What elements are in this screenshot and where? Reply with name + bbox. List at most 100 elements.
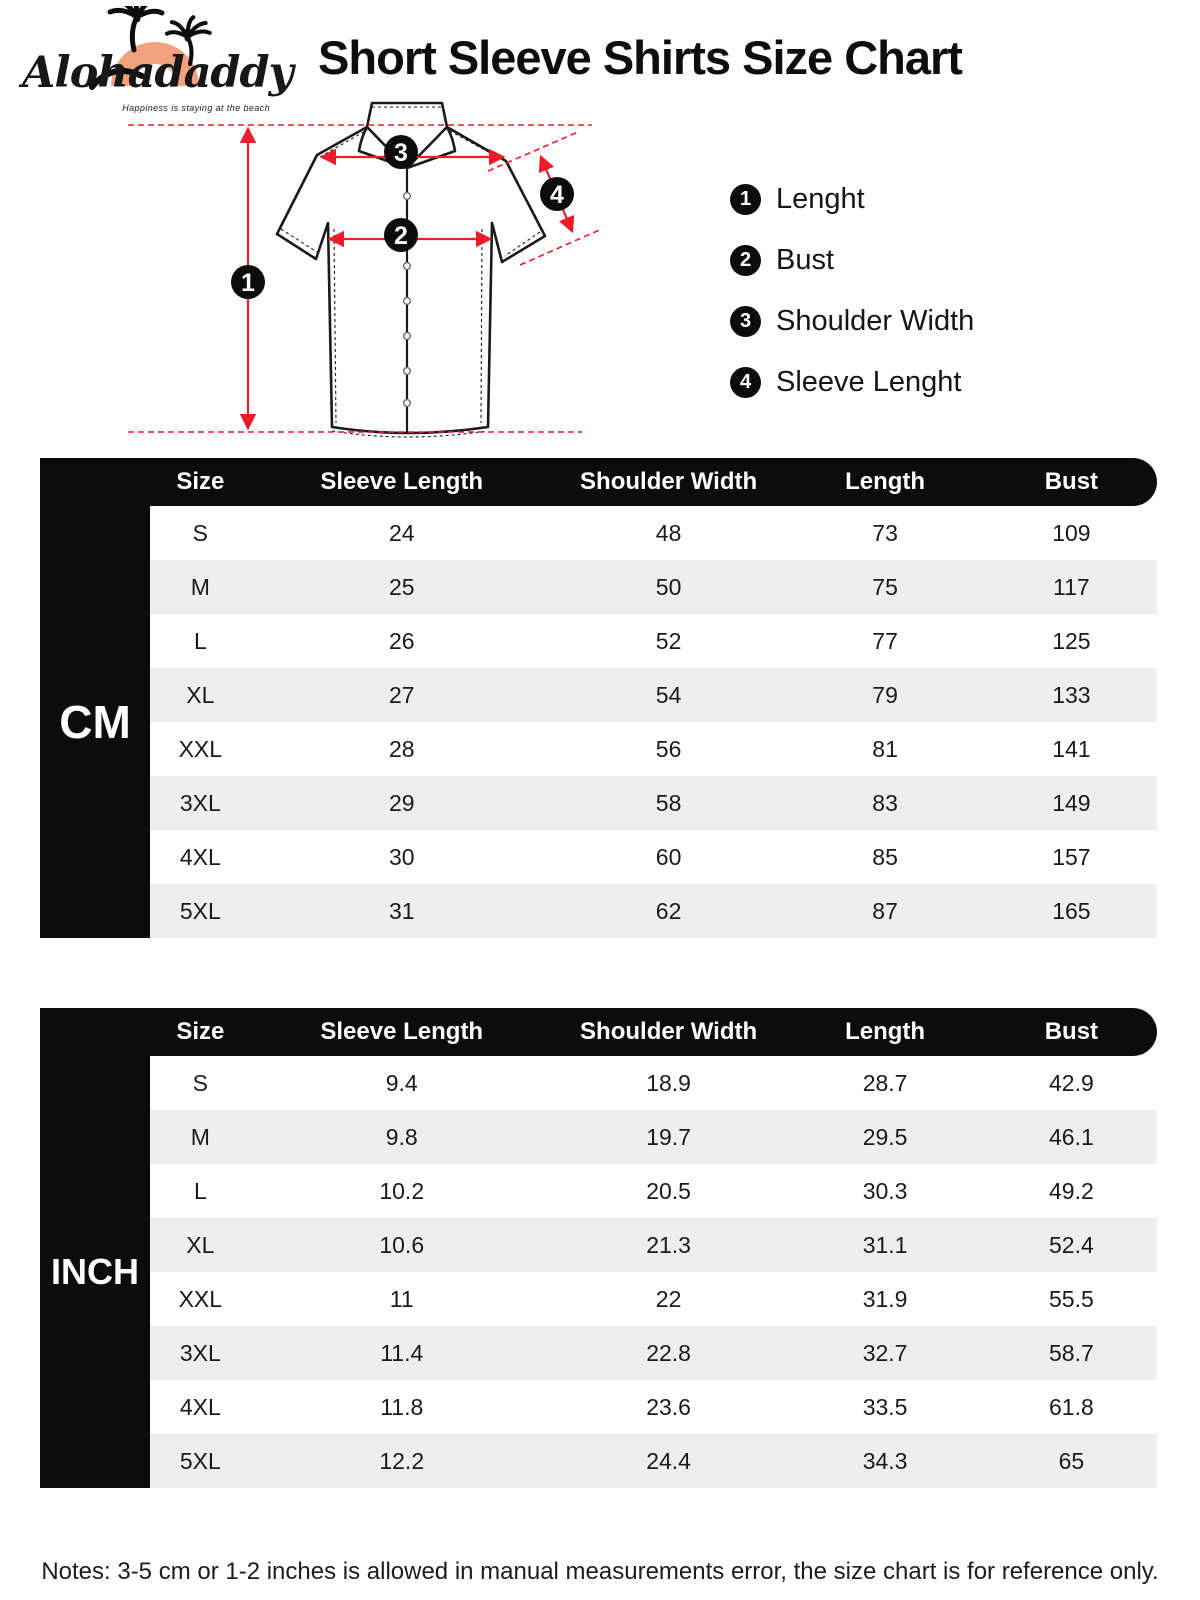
cm-size-table: Size Sleeve Length Shoulder Width Length Bus… bbox=[40, 458, 1157, 938]
brand-logo: Alohadaddy Happiness is staying at the b… bbox=[22, 4, 294, 132]
legend-label: Bust bbox=[776, 243, 835, 276]
unit-label-inch: INCH bbox=[40, 1056, 150, 1488]
table-row: 5XL 12.2 24.4 34.3 65 bbox=[150, 1434, 1157, 1488]
table-cell: 77 bbox=[872, 627, 898, 654]
table-cell: 30 bbox=[388, 843, 415, 870]
table-cell: 24 bbox=[388, 519, 415, 546]
table-row: 3XL 11.4 22.8 32.7 58.7 bbox=[150, 1326, 1157, 1380]
legend-number-badge: 4 bbox=[730, 366, 761, 398]
table-cell: 22 bbox=[655, 1285, 682, 1312]
table-cell: 10.2 bbox=[379, 1177, 425, 1204]
table-cell: 125 bbox=[1052, 627, 1091, 654]
column-header: Bust bbox=[1044, 1018, 1099, 1045]
table-cell: 46.1 bbox=[1048, 1123, 1094, 1150]
table-cell: 29.5 bbox=[862, 1123, 908, 1150]
table-cell: XL bbox=[186, 1231, 215, 1258]
table-cell: 10.6 bbox=[379, 1231, 425, 1258]
table-cell: 31 bbox=[388, 897, 415, 924]
table-cell: 29 bbox=[388, 789, 415, 816]
table-cell: 141 bbox=[1052, 735, 1091, 762]
table-cell: 11 bbox=[389, 1285, 414, 1312]
table-row: XL 27 54 79 133 bbox=[150, 668, 1157, 722]
table-cell: 157 bbox=[1052, 843, 1091, 870]
table-cell: 117 bbox=[1053, 573, 1090, 600]
table-cell: 109 bbox=[1052, 519, 1091, 546]
column-header: Sleeve Length bbox=[320, 468, 484, 495]
table-cell: 9.4 bbox=[385, 1069, 418, 1096]
table-cell: 165 bbox=[1052, 897, 1091, 924]
table-cell: XXL bbox=[178, 1285, 223, 1312]
table-cell: L bbox=[193, 1177, 207, 1204]
table-cell: 34.3 bbox=[862, 1447, 908, 1474]
table-cell: 24.4 bbox=[646, 1447, 691, 1474]
legend-number-badge: 1 bbox=[730, 183, 761, 215]
table-cell: 21.3 bbox=[646, 1231, 691, 1258]
table-cell: 149 bbox=[1052, 789, 1091, 816]
table-cell: M bbox=[190, 1123, 210, 1150]
table-cell: 55.5 bbox=[1048, 1285, 1094, 1312]
table-cell: 79 bbox=[872, 681, 898, 708]
brand-name: Alohadaddy bbox=[22, 48, 294, 98]
legend-number-badge: 3 bbox=[730, 305, 761, 337]
table-cell: 133 bbox=[1052, 681, 1091, 708]
table-cell: 54 bbox=[655, 681, 682, 708]
table-cell: 56 bbox=[655, 735, 682, 762]
table-cell: 42.9 bbox=[1048, 1069, 1094, 1096]
table-row: 4XL 11.8 23.6 33.5 61.8 bbox=[150, 1380, 1157, 1434]
column-header: Length bbox=[845, 468, 926, 495]
shirt-stitching bbox=[280, 106, 541, 438]
table-cell: 4XL bbox=[179, 1393, 221, 1420]
table-cell: XL bbox=[186, 681, 215, 708]
table-cell: 61.8 bbox=[1048, 1393, 1094, 1420]
table-cell: 22.8 bbox=[646, 1339, 691, 1366]
table-cell: 31.9 bbox=[862, 1285, 908, 1312]
column-header: Bust bbox=[1044, 468, 1099, 495]
svg-text:1: 1 bbox=[241, 269, 255, 297]
svg-text:4: 4 bbox=[550, 181, 564, 209]
brand-tagline: Happiness is staying at the beach bbox=[122, 103, 270, 113]
column-header: Size bbox=[176, 1018, 225, 1045]
table-row: M 9.8 19.7 29.5 46.1 bbox=[150, 1110, 1157, 1164]
table-row: S 9.4 18.9 28.7 42.9 bbox=[150, 1056, 1157, 1110]
column-header: Length bbox=[845, 1018, 926, 1045]
table-cell: 28 bbox=[388, 735, 415, 762]
legend-item-sleeve-length: 4 Sleeve Lenght bbox=[730, 364, 974, 400]
column-header: Sleeve Length bbox=[320, 1018, 484, 1045]
table-row: 3XL 29 58 83 149 bbox=[150, 776, 1157, 830]
sleeve-guide-bottom bbox=[519, 228, 600, 266]
table-cell: 11.8 bbox=[380, 1393, 424, 1420]
table-cell: 9.8 bbox=[385, 1123, 418, 1150]
table-cell: 81 bbox=[872, 735, 898, 762]
table-row: XXL 11 22 31.9 55.5 bbox=[150, 1272, 1157, 1326]
table-rows: S 9.4 18.9 28.7 42.9 M 9.8 19.7 29.5 46.1 L 10.2 20.… bbox=[150, 1056, 1157, 1488]
table-cell: 23.6 bbox=[646, 1393, 691, 1420]
svg-text:3: 3 bbox=[394, 139, 408, 167]
column-header: Shoulder Width bbox=[580, 468, 758, 495]
table-rows: S 24 48 73 109 M 25 50 75 117 L 26 52 77 125 XL 27 54 79 13… bbox=[150, 506, 1157, 938]
table-cell: 52 bbox=[655, 627, 682, 654]
notes-text: Notes: 3-5 cm or 1-2 inches is allowed i… bbox=[41, 1558, 1159, 1585]
table-cell: 26 bbox=[388, 627, 415, 654]
table-cell: 58 bbox=[655, 789, 682, 816]
table-cell: 25 bbox=[388, 573, 415, 600]
table-cell: 62 bbox=[655, 897, 682, 924]
table-cell: S bbox=[192, 519, 209, 546]
table-cell: 52.4 bbox=[1048, 1231, 1094, 1258]
table-cell: 3XL bbox=[179, 789, 221, 816]
table-cell: 50 bbox=[655, 573, 682, 600]
table-cell: XXL bbox=[178, 735, 223, 762]
page-title: Short Sleeve Shirts Size Chart bbox=[318, 31, 963, 84]
table-cell: S bbox=[192, 1069, 209, 1096]
palm-sun-logo-icon bbox=[89, 6, 212, 90]
unit-label-cm: CM bbox=[40, 506, 150, 938]
legend-item-length: 1 Lenght bbox=[730, 181, 974, 217]
column-header: Shoulder Width bbox=[580, 1018, 758, 1045]
table-cell: 5XL bbox=[179, 897, 221, 924]
table-cell: 20.5 bbox=[646, 1177, 691, 1204]
legend-label: Lenght bbox=[776, 182, 865, 215]
table-header-row: Size Sleeve Length Shoulder Width Length Bus… bbox=[40, 458, 1157, 506]
table-cell: 11.4 bbox=[380, 1339, 424, 1366]
table-cell: 60 bbox=[655, 843, 682, 870]
measurement-badges: 1 2 3 4 bbox=[231, 135, 574, 299]
table-cell: 32.7 bbox=[862, 1339, 908, 1366]
